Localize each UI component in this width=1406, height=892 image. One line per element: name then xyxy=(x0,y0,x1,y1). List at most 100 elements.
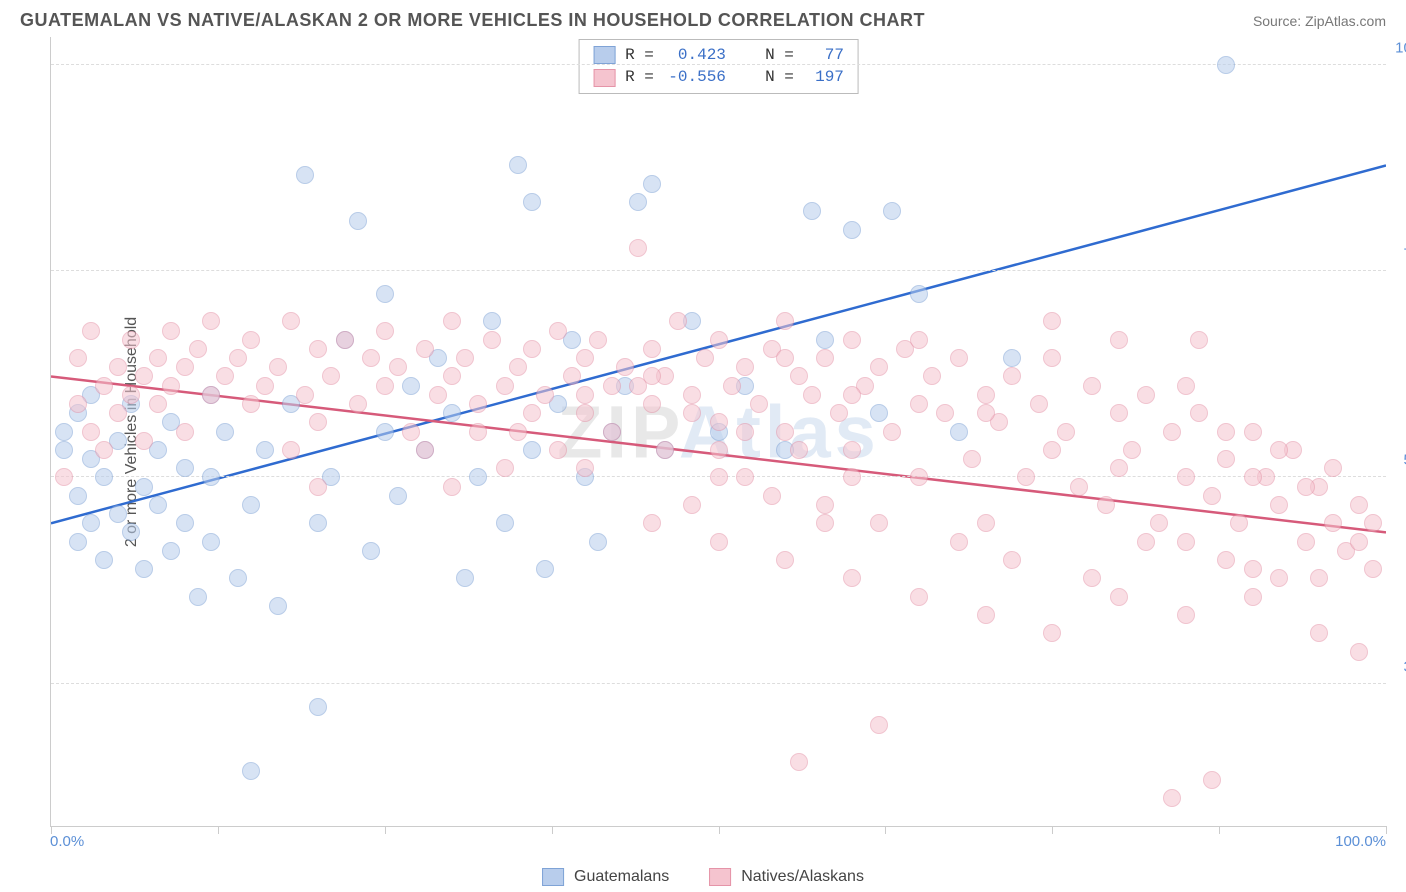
scatter-point xyxy=(1097,496,1115,514)
scatter-point xyxy=(149,395,167,413)
scatter-point xyxy=(776,312,794,330)
scatter-point xyxy=(55,468,73,486)
scatter-point xyxy=(923,367,941,385)
scatter-point xyxy=(843,569,861,587)
scatter-point xyxy=(176,459,194,477)
scatter-point xyxy=(469,423,487,441)
scatter-point xyxy=(496,377,514,395)
scatter-point xyxy=(416,441,434,459)
scatter-point xyxy=(135,432,153,450)
scatter-point xyxy=(443,367,461,385)
scatter-point xyxy=(109,505,127,523)
scatter-point xyxy=(202,533,220,551)
scatter-point xyxy=(1190,404,1208,422)
scatter-point xyxy=(176,358,194,376)
scatter-point xyxy=(536,386,554,404)
scatter-point xyxy=(710,413,728,431)
scatter-point xyxy=(1270,496,1288,514)
scatter-point xyxy=(1150,514,1168,532)
scatter-point xyxy=(523,340,541,358)
scatter-point xyxy=(269,597,287,615)
scatter-point xyxy=(95,551,113,569)
scatter-point xyxy=(643,514,661,532)
scatter-point xyxy=(509,423,527,441)
scatter-point xyxy=(242,496,260,514)
scatter-point xyxy=(683,404,701,422)
scatter-point xyxy=(242,331,260,349)
scatter-point xyxy=(149,496,167,514)
scatter-point xyxy=(1217,450,1235,468)
scatter-point xyxy=(309,478,327,496)
scatter-point xyxy=(589,533,607,551)
scatter-point xyxy=(443,404,461,422)
scatter-point xyxy=(82,423,100,441)
scatter-point xyxy=(683,496,701,514)
scatter-point xyxy=(1297,478,1315,496)
scatter-point xyxy=(736,468,754,486)
source-label: Source: ZipAtlas.com xyxy=(1253,13,1386,29)
scatter-point xyxy=(1230,514,1248,532)
scatter-point xyxy=(643,340,661,358)
scatter-point xyxy=(843,386,861,404)
scatter-point xyxy=(309,413,327,431)
scatter-point xyxy=(977,386,995,404)
scatter-point xyxy=(1244,560,1262,578)
scatter-point xyxy=(710,533,728,551)
bottom-legend: GuatemalansNatives/Alaskans xyxy=(542,868,864,886)
scatter-point xyxy=(723,377,741,395)
stats-row: R =-0.556 N =197 xyxy=(593,66,844,88)
scatter-point xyxy=(750,395,768,413)
legend-item: Guatemalans xyxy=(542,868,669,886)
scatter-point xyxy=(496,459,514,477)
scatter-point xyxy=(256,377,274,395)
scatter-point xyxy=(109,404,127,422)
scatter-point xyxy=(816,349,834,367)
chart-title: GUATEMALAN VS NATIVE/ALASKAN 2 OR MORE V… xyxy=(20,10,925,31)
scatter-point xyxy=(843,468,861,486)
scatter-point xyxy=(216,367,234,385)
legend-swatch xyxy=(542,868,564,886)
scatter-point xyxy=(176,514,194,532)
scatter-point xyxy=(910,395,928,413)
scatter-point xyxy=(816,514,834,532)
scatter-point xyxy=(69,533,87,551)
scatter-point xyxy=(910,331,928,349)
scatter-point xyxy=(843,221,861,239)
scatter-point xyxy=(669,312,687,330)
legend-swatch xyxy=(709,868,731,886)
scatter-point xyxy=(589,331,607,349)
scatter-point xyxy=(389,358,407,376)
scatter-point xyxy=(82,514,100,532)
scatter-point xyxy=(229,349,247,367)
scatter-point xyxy=(456,569,474,587)
scatter-point xyxy=(202,386,220,404)
scatter-point xyxy=(1110,331,1128,349)
legend-label: Guatemalans xyxy=(574,868,669,886)
scatter-point xyxy=(469,468,487,486)
scatter-point xyxy=(1177,533,1195,551)
x-axis-labels: 0.0%100.0% xyxy=(50,827,1386,855)
scatter-point xyxy=(69,395,87,413)
scatter-point xyxy=(1083,569,1101,587)
scatter-point xyxy=(710,441,728,459)
scatter-point xyxy=(95,377,113,395)
scatter-point xyxy=(216,423,234,441)
scatter-point xyxy=(950,533,968,551)
scatter-point xyxy=(629,239,647,257)
scatter-point xyxy=(242,395,260,413)
scatter-point xyxy=(536,560,554,578)
scatter-point xyxy=(149,349,167,367)
scatter-point xyxy=(963,450,981,468)
scatter-point xyxy=(1163,789,1181,807)
scatter-point xyxy=(1043,312,1061,330)
scatter-point xyxy=(910,285,928,303)
scatter-point xyxy=(256,441,274,459)
scatter-point xyxy=(523,404,541,422)
scatter-point xyxy=(135,478,153,496)
n-label: N = xyxy=(765,66,794,88)
stats-swatch xyxy=(593,46,615,64)
scatter-point xyxy=(162,322,180,340)
scatter-point xyxy=(910,468,928,486)
scatter-point xyxy=(189,340,207,358)
scatter-point xyxy=(1110,404,1128,422)
